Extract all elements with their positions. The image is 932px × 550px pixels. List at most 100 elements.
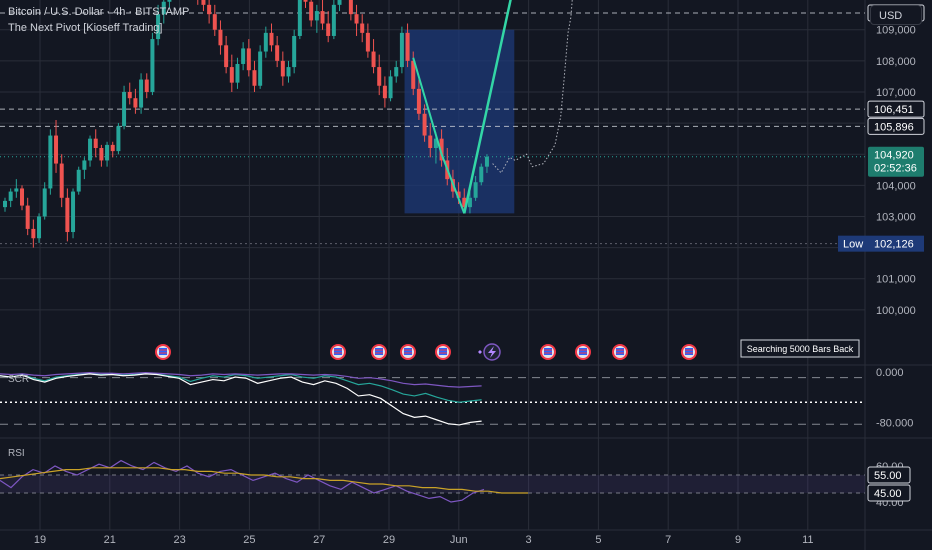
flag-canton — [439, 348, 447, 355]
candle-body — [479, 166, 484, 183]
candle-body — [8, 191, 13, 201]
candle-body — [297, 0, 302, 36]
candle-body — [156, 14, 161, 40]
time-axis-tick: 5 — [595, 534, 601, 546]
event-markers: Searching 5000 Bars Back — [155, 339, 860, 361]
price-axis-tick: 109,000 — [876, 25, 916, 37]
candle-body — [14, 188, 19, 192]
current-price-tag-bg — [868, 146, 924, 177]
projection-line — [463, 0, 512, 214]
time-axis-tick: Jun — [450, 534, 468, 546]
scr-pane: SCR — [0, 372, 865, 426]
candle-body — [246, 48, 251, 71]
price-axis-tick: 108,000 — [876, 56, 916, 68]
projection — [412, 0, 573, 214]
candle-body — [224, 45, 229, 68]
candle-body — [3, 200, 7, 208]
candle-body — [382, 85, 387, 99]
rsi-line — [0, 459, 485, 503]
candle-body — [360, 23, 365, 33]
candle-body — [326, 23, 331, 36]
scr-label: SCR — [8, 374, 29, 385]
candle-body — [25, 205, 30, 229]
candle-body — [405, 32, 410, 61]
candle-body — [309, 1, 314, 21]
flag-canton — [544, 348, 552, 355]
time-axis-tick: 19 — [34, 534, 46, 546]
rsi-ma-line — [0, 467, 528, 494]
candle-body — [88, 138, 93, 161]
us-event-flag-icon — [155, 344, 171, 360]
candle-body — [416, 88, 421, 114]
candle-body — [110, 144, 115, 152]
candle-body — [371, 51, 376, 68]
flag-canton — [159, 348, 167, 355]
indicator-title[interactable]: The Next Pivot [Kioseff Trading] — [8, 22, 163, 34]
candle-body — [303, 0, 308, 2]
candle-body — [59, 163, 64, 198]
low-value-text: 102,126 — [874, 239, 914, 251]
candle-body — [99, 147, 104, 161]
price-axis-tick: 100,000 — [876, 305, 916, 317]
chart-title: Bitcoin / U.S. Dollar · 4h · BITSTAMP — [8, 6, 190, 18]
candle-body — [201, 0, 206, 5]
candle-body — [320, 11, 325, 24]
time-axis-tick: 21 — [104, 534, 116, 546]
candle-body — [263, 32, 268, 52]
flag-canton — [685, 348, 693, 355]
countdown-text: 02:52:36 — [874, 163, 917, 175]
scr-series-line — [0, 373, 482, 426]
candle-body — [484, 156, 489, 167]
candle-body — [280, 60, 285, 77]
lightning-bolt — [488, 346, 496, 358]
time-axis: 19 21 23 25 27 29 Jun 3 5 7 9 11 — [34, 534, 814, 546]
candle-body — [388, 76, 393, 99]
us-event-flag-icon — [612, 344, 628, 360]
candle-body — [422, 113, 427, 136]
candle-body — [354, 14, 359, 24]
low-label-bg — [838, 235, 868, 252]
candle-body — [105, 144, 110, 161]
rsi-level-tag-text: 55.00 — [874, 470, 902, 482]
candle-body — [133, 98, 138, 108]
candle-body — [292, 35, 297, 68]
us-event-flag-icon — [400, 344, 416, 360]
rsi-level-tag-bg — [867, 466, 911, 484]
flag-canton — [616, 348, 624, 355]
candle-body — [93, 138, 98, 148]
candle-body — [331, 4, 336, 36]
candles — [3, 0, 489, 248]
candle-body — [433, 138, 438, 148]
candle-body — [394, 67, 399, 77]
level-tag-105896-bg — [867, 117, 925, 135]
rsi-pane: RSI — [0, 448, 865, 503]
candle-body — [42, 188, 47, 217]
candle-body — [467, 197, 472, 208]
candle-body — [337, 0, 342, 5]
level-tag-106451: 106,451 — [867, 100, 925, 118]
candle-body — [286, 67, 291, 77]
candle-body — [139, 79, 144, 108]
currency-button[interactable]: USD — [870, 5, 922, 25]
candle-body — [71, 191, 76, 233]
candle-body — [150, 39, 155, 92]
time-axis-tick: 3 — [526, 534, 532, 546]
level-tag-105896-text: 105,896 — [874, 121, 914, 133]
flag-canton — [579, 348, 587, 355]
candle-body — [127, 91, 132, 99]
candle-body — [348, 0, 353, 15]
price-axis-tick: 103,000 — [876, 211, 916, 223]
candle-body — [439, 138, 444, 161]
candle-body — [116, 126, 121, 152]
candle-body — [456, 191, 461, 198]
candle-body — [48, 135, 53, 189]
us-event-flag-icon — [575, 344, 591, 360]
match-pivot-line — [412, 57, 466, 214]
us-event-flag-icon — [435, 344, 451, 360]
candle-body — [473, 182, 478, 198]
search-status-text: Searching 5000 Bars Back — [747, 344, 854, 354]
candle-body — [269, 32, 274, 46]
candle-body — [144, 79, 149, 92]
